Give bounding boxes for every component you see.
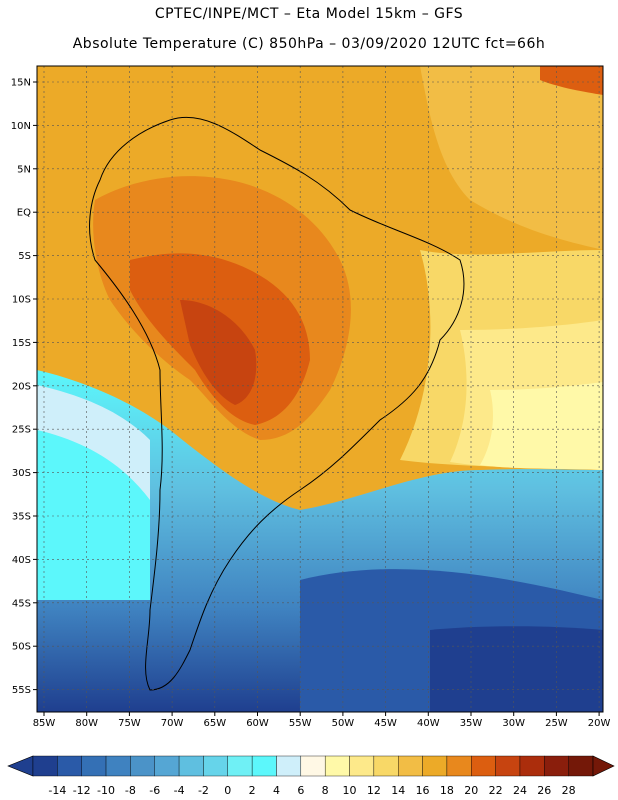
- colorbar-swatch: [32, 755, 58, 777]
- lat-label: 15S: [12, 338, 31, 349]
- colorbar-swatch: [324, 755, 350, 777]
- colorbar-label: 12: [367, 784, 381, 797]
- lon-label: 25W: [545, 718, 568, 729]
- colorbar-label: -8: [125, 784, 136, 797]
- lat-label: 15N: [11, 78, 31, 89]
- colorbar-swatch: [203, 755, 228, 777]
- lon-label: 70W: [161, 718, 184, 729]
- lon-label: 65W: [203, 718, 226, 729]
- lat-label: 45S: [12, 598, 31, 609]
- colorbar: [7, 755, 615, 777]
- lat-label: 40S: [12, 555, 31, 566]
- colorbar-swatch: [544, 755, 569, 777]
- lon-label: 55W: [289, 718, 312, 729]
- colorbar-swatch: [471, 755, 496, 777]
- lon-label: 35W: [460, 718, 483, 729]
- lon-label: 85W: [33, 718, 56, 729]
- colorbar-labels: -14 -12 -10 -8 -6 -4 -2 0 2 4 6 8 10 12 14 16 18 20 22 24 26…: [48, 784, 575, 797]
- colorbar-swatch: [154, 755, 180, 777]
- colorbar-swatch: [300, 755, 326, 777]
- colorbar-max-arrow: [592, 755, 615, 777]
- lat-label: 55S: [12, 685, 31, 696]
- colorbar-swatch: [130, 755, 155, 777]
- lon-label: 50W: [332, 718, 355, 729]
- colorbar-min-arrow: [7, 755, 34, 777]
- colorbar-label: 6: [297, 784, 304, 797]
- colorbar-swatch: [57, 755, 82, 777]
- colorbar-swatch: [276, 755, 302, 777]
- colorbar-label: 20: [464, 784, 478, 797]
- temperature-field: [37, 66, 603, 712]
- lat-label: 50S: [12, 642, 31, 653]
- lat-label: 20S: [12, 381, 31, 392]
- colorbar-label: 18: [440, 784, 454, 797]
- colorbar-label: 0: [224, 784, 231, 797]
- colorbar-label: 4: [273, 784, 280, 797]
- colorbar-swatch: [422, 755, 448, 777]
- lat-label: 5S: [18, 251, 31, 262]
- colorbar-swatch: [81, 755, 107, 777]
- colorbar-label: 2: [249, 784, 256, 797]
- lon-label: 30W: [502, 718, 525, 729]
- lat-label: 25S: [12, 425, 31, 436]
- lon-label: 75W: [118, 718, 141, 729]
- lat-label: 10N: [11, 121, 31, 132]
- colorbar-label: 26: [537, 784, 551, 797]
- colorbar-label: -12: [73, 784, 91, 797]
- colorbar-swatch: [251, 755, 277, 777]
- south-america-outline: [89, 116, 465, 691]
- lon-label: 80W: [75, 718, 98, 729]
- lat-label: 5N: [17, 164, 31, 175]
- lat-label: 30S: [12, 468, 31, 479]
- lat-label: EQ: [17, 208, 31, 219]
- colorbar-swatch: [227, 755, 253, 777]
- map-frame: [36, 65, 604, 713]
- colorbar-label: 14: [391, 784, 405, 797]
- colorbar-label: 22: [489, 784, 503, 797]
- colorbar-label: 10: [343, 784, 357, 797]
- colorbar-swatch: [568, 755, 594, 777]
- colorbar-swatch: [519, 755, 545, 777]
- colorbar-swatch: [446, 755, 472, 777]
- colorbar-swatch: [495, 755, 521, 777]
- colorbar-swatch: [178, 755, 204, 777]
- map-title-line2: Absolute Temperature (C) 850hPa – 03/09/…: [72, 36, 546, 52]
- lon-label: 60W: [246, 718, 269, 729]
- colorbar-swatch: [105, 755, 131, 777]
- colorbar-swatch: [373, 755, 399, 777]
- colorbar-label: 8: [322, 784, 329, 797]
- colorbar-swatch: [398, 755, 423, 777]
- colorbar-label: 28: [562, 784, 576, 797]
- map-title-line1: CPTEC/INPE/MCT – Eta Model 15km – GFS: [154, 6, 464, 22]
- gridlines: [37, 66, 603, 712]
- lat-label: 10S: [12, 295, 31, 306]
- lon-label: 20W: [588, 718, 611, 729]
- colorbar-label: -6: [149, 784, 160, 797]
- lon-label: 40W: [417, 718, 440, 729]
- longitude-labels: 85W 80W 75W 70W 65W 60W 55W 50W 45W 40W 35W 30W 25W 2…: [33, 712, 611, 729]
- latitude-labels: 15N 10N 5N EQ 5S 10S 15S 20S 25S 30S 35S 40S 45S 50S 5…: [11, 78, 37, 696]
- colorbar-swatch: [349, 755, 375, 777]
- colorbar-label: 24: [513, 784, 527, 797]
- lat-label: 35S: [12, 512, 31, 523]
- colorbar-label: -2: [198, 784, 209, 797]
- colorbar-label: 16: [416, 784, 430, 797]
- colorbar-label: -10: [97, 784, 115, 797]
- colorbar-label: -14: [48, 784, 66, 797]
- lon-label: 45W: [374, 718, 397, 729]
- colorbar-label: -4: [174, 784, 185, 797]
